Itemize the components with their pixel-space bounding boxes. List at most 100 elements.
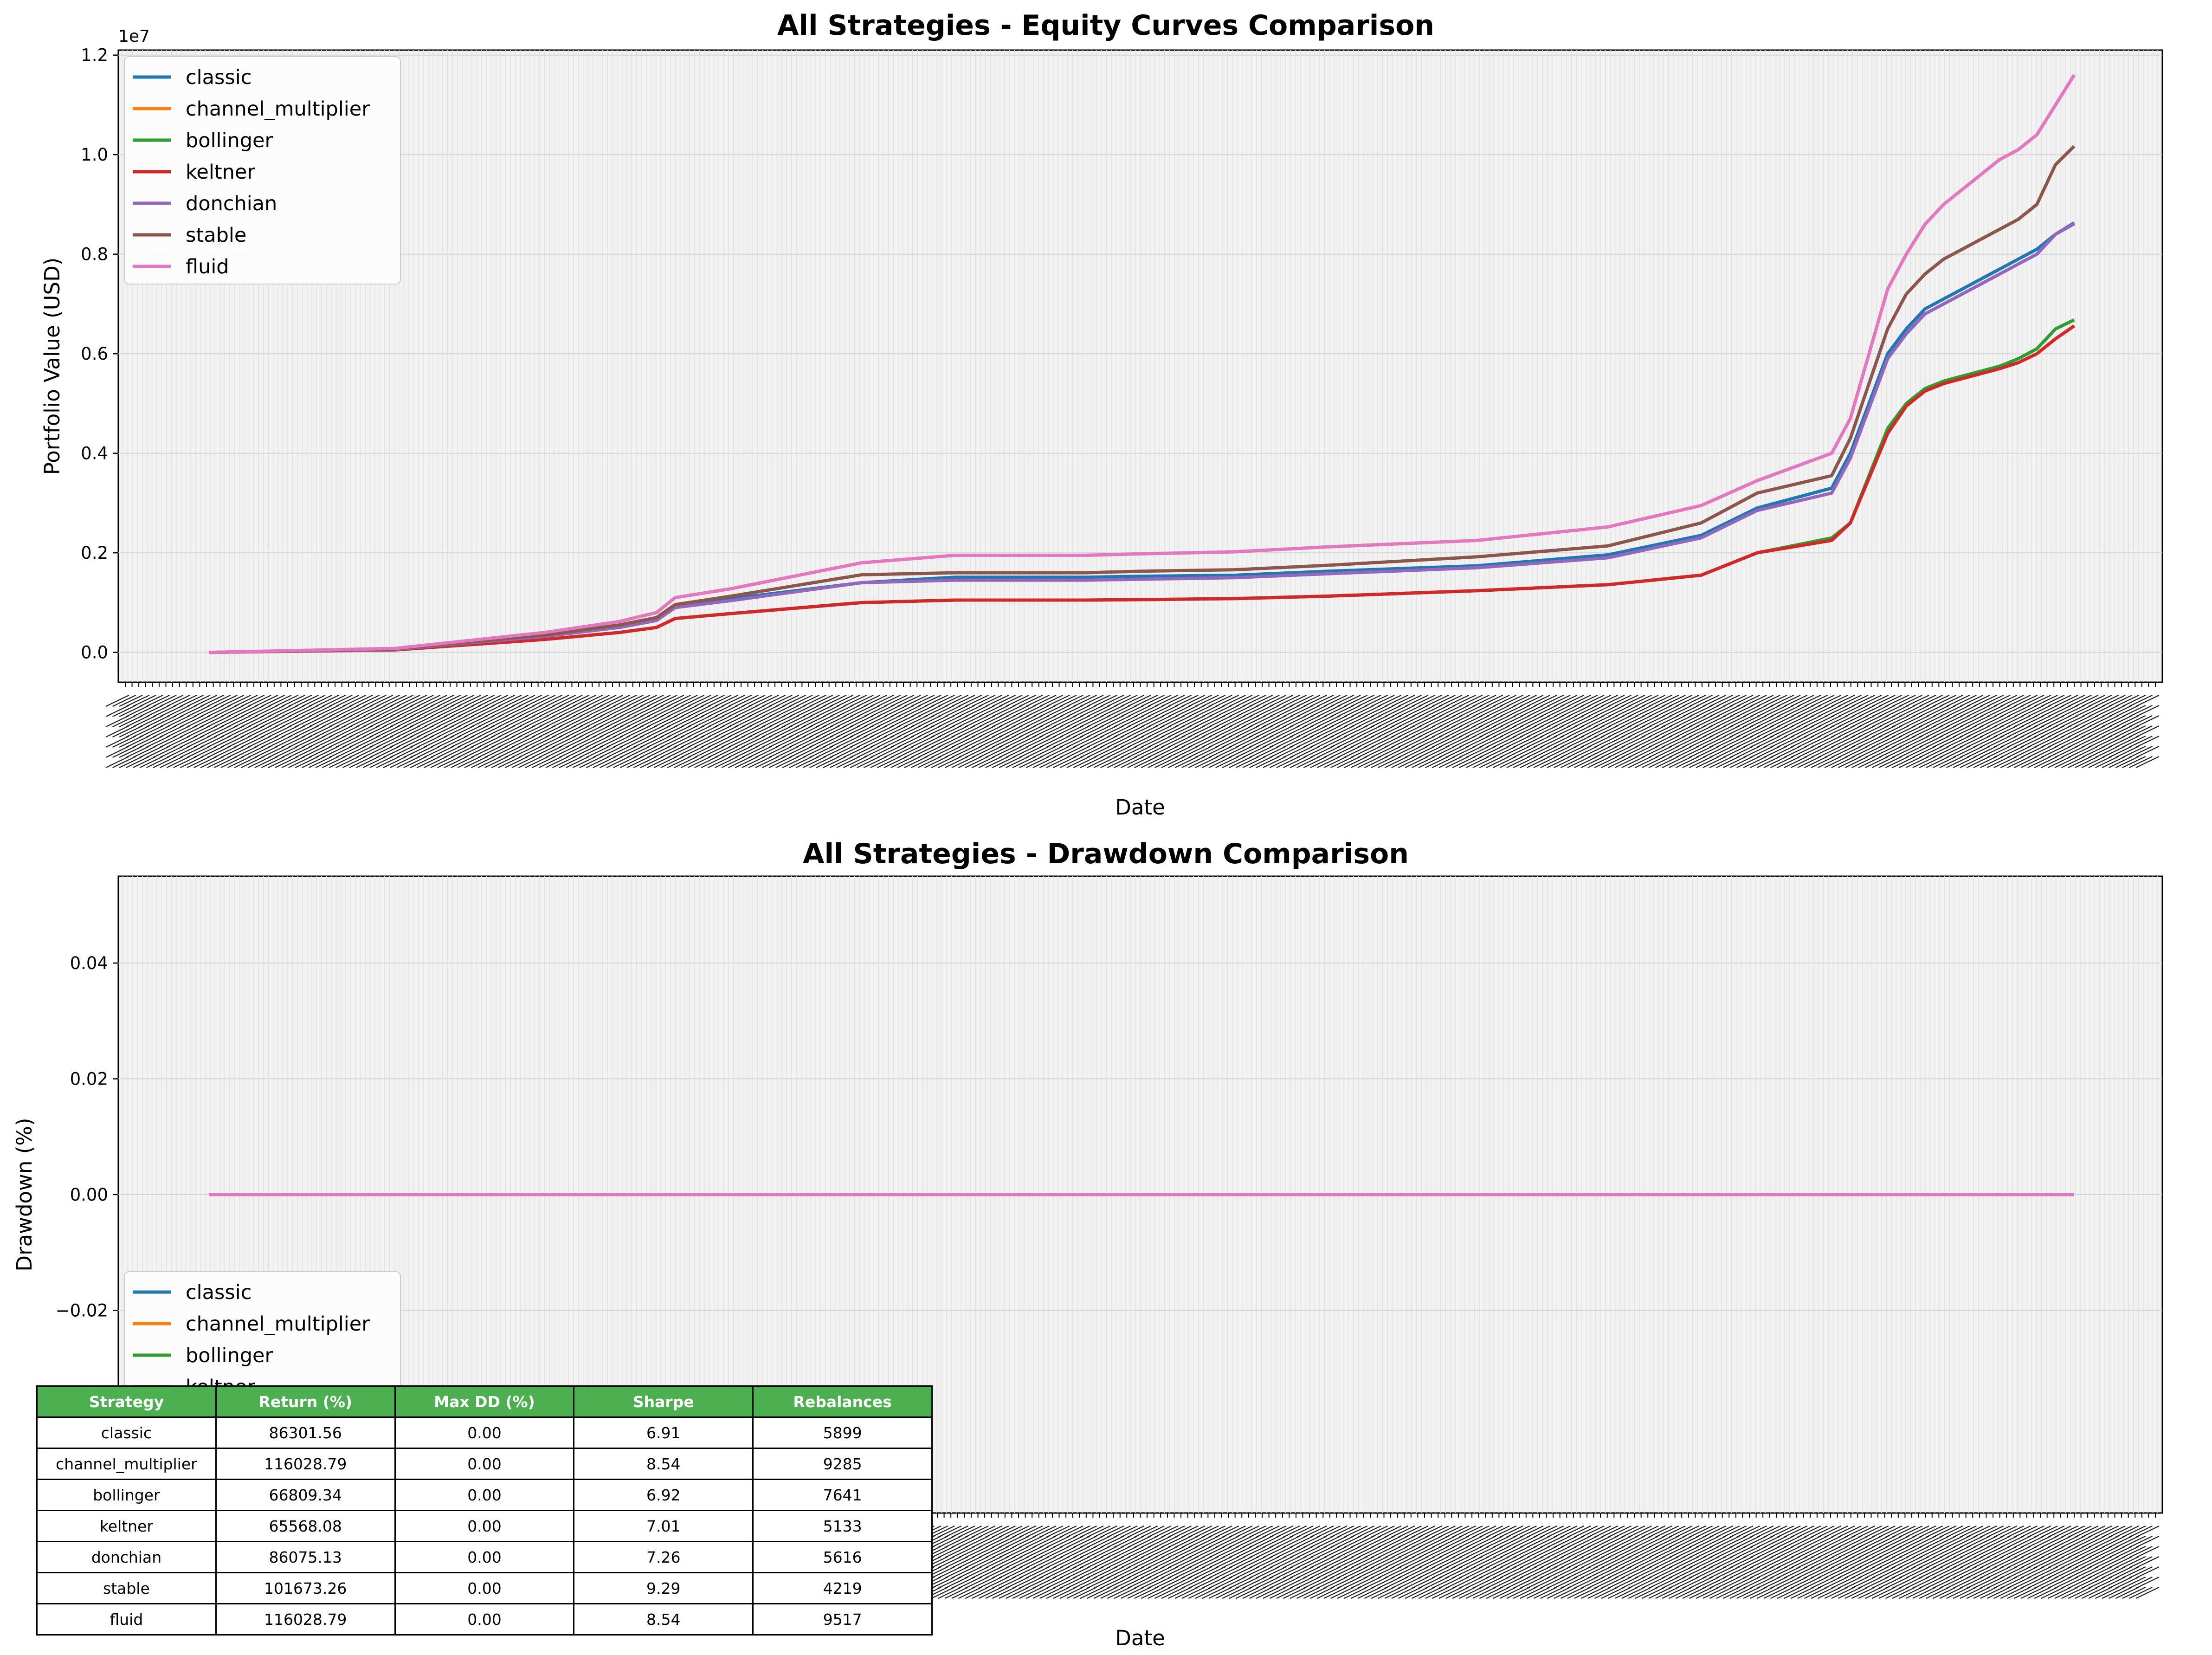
x-tick-label — [1032, 746, 1057, 758]
x-tick-label — [1939, 736, 1963, 748]
x-tick-label — [1093, 1556, 1117, 1568]
x-tick-label — [1405, 756, 1429, 768]
x-tick-label — [1790, 756, 1814, 768]
x-tick-label — [1709, 746, 1733, 758]
x-tick-label — [904, 715, 928, 727]
x-tick-label — [1743, 705, 1767, 717]
x-tick-label — [545, 705, 569, 717]
x-tick-label — [748, 746, 772, 758]
x-tick-label — [1087, 1566, 1111, 1578]
x-tick-label — [2014, 705, 2038, 717]
x-tick-label — [193, 695, 218, 707]
x-tick-label — [1648, 756, 1672, 768]
x-tick-label — [735, 756, 759, 768]
x-tick-label — [1438, 756, 1463, 768]
x-tick-label — [403, 715, 427, 727]
x-tick-label — [978, 736, 1002, 748]
x-tick-label — [1635, 725, 1659, 737]
x-tick-label — [1283, 746, 1307, 758]
x-tick-label — [782, 746, 806, 758]
x-tick-label — [1818, 736, 1842, 748]
x-tick-label — [687, 746, 711, 758]
x-tick-label — [1391, 705, 1415, 717]
x-tick-label — [1059, 1566, 1083, 1578]
series-line-fluid — [208, 74, 2076, 654]
x-tick-label — [1087, 1587, 1111, 1599]
x-tick-label — [417, 705, 441, 717]
x-tick-label — [2041, 746, 2065, 758]
x-tick-label — [1506, 736, 1530, 748]
x-tick-label — [1371, 1566, 1395, 1578]
x-tick-label — [1412, 1526, 1436, 1538]
x-tick-label — [1953, 705, 1977, 717]
x-tick-label — [1574, 725, 1598, 737]
x-tick-label — [877, 725, 901, 737]
x-tick-label — [1574, 736, 1598, 748]
x-tick-label — [1486, 756, 1510, 768]
x-tick-label — [1926, 736, 1950, 748]
x-tick-label — [1777, 705, 1801, 717]
x-tick-label — [667, 736, 691, 748]
x-tick-label — [491, 705, 515, 717]
x-tick-label — [972, 705, 996, 717]
x-tick-label — [1276, 736, 1300, 748]
x-tick-label — [1296, 1546, 1321, 1558]
x-tick-label — [1107, 1577, 1131, 1589]
x-tick-label — [471, 736, 495, 748]
x-tick-label — [1378, 1556, 1402, 1568]
x-tick-label — [985, 1577, 1009, 1589]
x-tick-label — [1953, 715, 1977, 727]
x-tick-label — [153, 715, 177, 727]
x-tick-label — [1933, 736, 1956, 748]
x-tick-label — [1154, 725, 1178, 737]
x-tick-label — [972, 1577, 996, 1589]
x-tick-label — [1337, 736, 1361, 748]
x-tick-label — [965, 695, 989, 707]
x-tick-label — [268, 705, 292, 717]
x-tick-label — [477, 746, 502, 758]
x-tick-label — [1006, 705, 1030, 717]
x-tick-label — [1195, 1587, 1219, 1599]
x-tick-label — [1141, 1556, 1165, 1568]
x-tick-label — [1100, 1566, 1124, 1578]
x-tick-label — [511, 695, 535, 707]
x-tick-label — [437, 715, 461, 727]
x-tick-label — [241, 725, 265, 737]
x-tick-label — [735, 725, 759, 737]
x-tick-label — [1337, 746, 1361, 758]
x-tick-label — [1743, 746, 1767, 758]
x-tick-label — [342, 746, 366, 758]
x-tick-label — [1472, 736, 1496, 748]
x-tick-label — [1533, 756, 1557, 768]
x-tick-label — [362, 705, 387, 717]
x-tick-label — [403, 756, 427, 768]
x-tick-label — [1134, 1526, 1158, 1538]
x-tick-label — [924, 715, 948, 727]
x-tick-label — [2102, 705, 2126, 717]
x-tick-label — [1066, 736, 1090, 748]
x-tick-label — [2109, 695, 2133, 707]
x-tick-label — [1364, 1526, 1388, 1538]
x-tick-label — [1310, 1566, 1334, 1578]
x-tick-label — [619, 715, 644, 727]
x-tick-label — [160, 736, 184, 748]
x-tick-label — [1479, 705, 1503, 717]
x-tick-label — [1851, 725, 1875, 737]
x-tick-label — [1635, 756, 1659, 768]
x-tick-label — [1039, 1546, 1063, 1558]
x-tick-label — [1499, 1556, 1523, 1568]
x-tick-label — [1344, 736, 1368, 748]
x-tick-label — [105, 715, 129, 727]
x-tick-label — [1188, 725, 1212, 737]
x-tick-label — [1290, 1556, 1314, 1568]
x-tick-label — [965, 725, 989, 737]
x-tick-label — [1445, 1556, 1469, 1568]
x-tick-label — [1628, 756, 1652, 768]
x-tick-label — [1506, 1556, 1530, 1568]
x-tick-label — [1249, 736, 1273, 748]
x-tick-label — [1939, 695, 1963, 707]
x-tick-label — [1350, 746, 1374, 758]
x-tick-label — [254, 756, 278, 768]
x-tick-label — [1168, 1566, 1192, 1578]
x-tick-label — [1567, 695, 1591, 707]
